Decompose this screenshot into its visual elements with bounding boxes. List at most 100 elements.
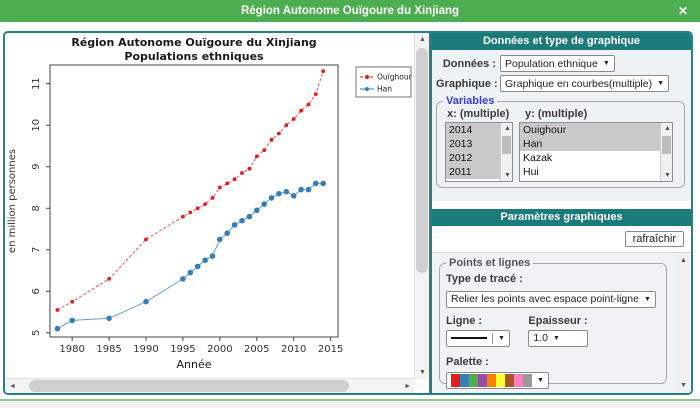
line-style-select[interactable]: ▼ bbox=[446, 329, 510, 347]
list-item-2012[interactable]: 2012 bbox=[446, 151, 500, 165]
controls-column: Données et type de graphique Données : P… bbox=[432, 33, 691, 393]
window-titlebar: Région Autonome Ouïgoure du Xinjiang ✕ bbox=[0, 0, 700, 22]
list-item-2014[interactable]: 2014 bbox=[446, 123, 500, 137]
graphique-label: Graphique : bbox=[436, 77, 498, 90]
svg-text:en million personnes: en million personnes bbox=[7, 149, 18, 253]
svg-text:11: 11 bbox=[31, 77, 42, 90]
close-icon[interactable]: ✕ bbox=[677, 4, 689, 18]
list-item-2011[interactable]: 2011 bbox=[446, 165, 500, 179]
svg-text:7: 7 bbox=[31, 247, 42, 253]
svg-text:6: 6 bbox=[31, 288, 42, 294]
scroll-down-icon[interactable]: ▼ bbox=[664, 172, 671, 179]
x-listbox-items: 2014 2013 2012 2011 bbox=[446, 123, 500, 181]
palette-label: Palette : bbox=[446, 355, 489, 368]
points-lines-legend: Points et lignes bbox=[449, 257, 531, 269]
params-content: Points et lignes Type de tracé : Relier … bbox=[432, 253, 691, 393]
refresh-button[interactable]: rafraîchir bbox=[624, 231, 684, 247]
thickness-select[interactable]: 1.0 ▼ bbox=[528, 329, 588, 347]
chart-vscroll-thumb[interactable] bbox=[416, 48, 428, 273]
dropdown-arrow-icon: ▼ bbox=[498, 334, 505, 342]
trace-type-select[interactable]: Relier les points avec espace point-lign… bbox=[446, 290, 656, 308]
window-title: Région Autonome Ouïgoure du Xinjiang bbox=[240, 5, 460, 17]
dropdown-arrow-icon: ▼ bbox=[602, 60, 610, 67]
refresh-row: rafraîchir bbox=[432, 226, 691, 253]
list-item-Hui[interactable]: Hui bbox=[523, 166, 539, 178]
svg-text:5: 5 bbox=[31, 330, 42, 336]
list-item-Ouighour[interactable]: Ouighour bbox=[520, 123, 660, 137]
svg-text:Han: Han bbox=[377, 85, 392, 94]
svg-text:1990: 1990 bbox=[133, 344, 158, 355]
svg-text:8: 8 bbox=[31, 205, 42, 211]
list-item-Kazak[interactable]: Kazak bbox=[523, 152, 553, 164]
data-section-header: Données et type de graphique bbox=[432, 33, 691, 50]
trace-type-label: Type de tracé : bbox=[446, 273, 523, 285]
svg-text:Région Autonome Ouïgoure du Xi: Région Autonome Ouïgoure du Xinjiang bbox=[71, 36, 316, 49]
bottom-border-line bbox=[0, 399, 700, 401]
donnees-select[interactable]: Population ethnique ▼ bbox=[500, 55, 615, 72]
scroll-down-icon[interactable]: ▼ bbox=[680, 382, 687, 389]
y-listbox-items: Ouighour Han Kazak Hui bbox=[520, 123, 660, 181]
x-listbox-scrollbar[interactable]: ▲ ▼ bbox=[500, 123, 512, 181]
svg-text:2015: 2015 bbox=[318, 344, 343, 355]
section-gap bbox=[432, 201, 691, 209]
donnees-label: Données : bbox=[442, 57, 496, 70]
palette-swatch-4 bbox=[487, 373, 496, 387]
params-vertical-scrollbar[interactable]: ▲ ▼ bbox=[677, 255, 689, 391]
epaisseur-label: Epaisseur : bbox=[528, 314, 588, 327]
palette-swatch-1 bbox=[460, 373, 469, 387]
svg-text:1985: 1985 bbox=[96, 344, 121, 355]
chart-horizontal-scrollbar[interactable]: ◄ ► bbox=[5, 378, 415, 393]
trace-type-value: Relier les points avec espace point-lign… bbox=[451, 293, 639, 305]
graphique-select[interactable]: Graphique en courbes(multiple) ▼ bbox=[500, 75, 670, 92]
dropdown-arrow-icon: ▼ bbox=[537, 376, 544, 384]
scroll-up-icon[interactable]: ▲ bbox=[680, 257, 687, 264]
scroll-down-icon[interactable]: ▼ bbox=[504, 172, 511, 179]
y-listbox-scroll-thumb[interactable] bbox=[662, 136, 671, 154]
palette-swatch-2 bbox=[469, 373, 478, 387]
svg-text:Année: Année bbox=[176, 358, 211, 371]
dropdown-arrow-icon: ▼ bbox=[553, 334, 560, 342]
x-listbox-scroll-thumb[interactable] bbox=[502, 136, 511, 154]
palette-swatch-3 bbox=[478, 373, 487, 387]
scroll-up-icon[interactable]: ▲ bbox=[419, 36, 426, 43]
dropdown-arrow-icon: ▼ bbox=[643, 295, 651, 303]
scroll-right-icon[interactable]: ► bbox=[404, 383, 411, 390]
svg-text:1980: 1980 bbox=[59, 344, 84, 355]
x-listbox[interactable]: 2014 2013 2012 2011 ▲ ▼ bbox=[445, 122, 513, 182]
scroll-left-icon[interactable]: ◄ bbox=[9, 383, 16, 390]
scroll-down-icon[interactable]: ▼ bbox=[419, 369, 426, 376]
chart-panel: Région Autonome Ouïgoure du Xinjiang Popu… bbox=[5, 33, 432, 393]
palette-swatch-0 bbox=[451, 373, 460, 387]
svg-text:10: 10 bbox=[31, 119, 42, 132]
dropdown-arrow-icon: ▼ bbox=[657, 80, 665, 87]
scroll-up-icon[interactable]: ▲ bbox=[664, 125, 671, 132]
combo-separator bbox=[492, 332, 493, 344]
svg-text:2005: 2005 bbox=[244, 344, 269, 355]
palette-swatch-5 bbox=[496, 373, 505, 387]
svg-text:1995: 1995 bbox=[170, 344, 195, 355]
thickness-value: 1.0 bbox=[533, 332, 548, 344]
svg-text:9: 9 bbox=[31, 164, 42, 170]
y-multiple-label: y: (multiple) bbox=[525, 108, 588, 120]
palette-swatch-8 bbox=[523, 373, 532, 387]
population-chart-svg: Région Autonome Ouïgoure du XinjiangPopu… bbox=[7, 36, 413, 371]
y-listbox-scrollbar[interactable]: ▲ ▼ bbox=[660, 123, 672, 181]
svg-text:2010: 2010 bbox=[281, 344, 306, 355]
palette-swatches bbox=[451, 373, 532, 387]
chart-hscroll-thumb[interactable] bbox=[29, 380, 349, 392]
chart-vertical-scrollbar[interactable]: ▲ ▼ bbox=[414, 33, 429, 379]
graphique-select-value: Graphique en courbes(multiple) bbox=[505, 77, 653, 90]
svg-text:Ouïghour: Ouïghour bbox=[377, 73, 413, 82]
svg-text:2000: 2000 bbox=[207, 344, 232, 355]
list-item-Han[interactable]: Han bbox=[520, 137, 660, 151]
palette-swatch-6 bbox=[505, 373, 514, 387]
donnees-select-value: Population ethnique bbox=[505, 57, 598, 70]
list-item-2013[interactable]: 2013 bbox=[446, 137, 500, 151]
scroll-up-icon[interactable]: ▲ bbox=[504, 125, 511, 132]
y-listbox[interactable]: Ouighour Han Kazak Hui ▲ ▼ bbox=[519, 122, 673, 182]
x-multiple-label: x: (multiple) bbox=[447, 108, 510, 120]
variables-fieldset: Variables x: (multiple) y: (multiple) 20… bbox=[436, 95, 685, 188]
solid-line-swatch bbox=[451, 337, 487, 339]
palette-select[interactable]: ▼ bbox=[446, 371, 549, 389]
points-lines-fieldset: Points et lignes Type de tracé : Relier … bbox=[439, 257, 667, 389]
